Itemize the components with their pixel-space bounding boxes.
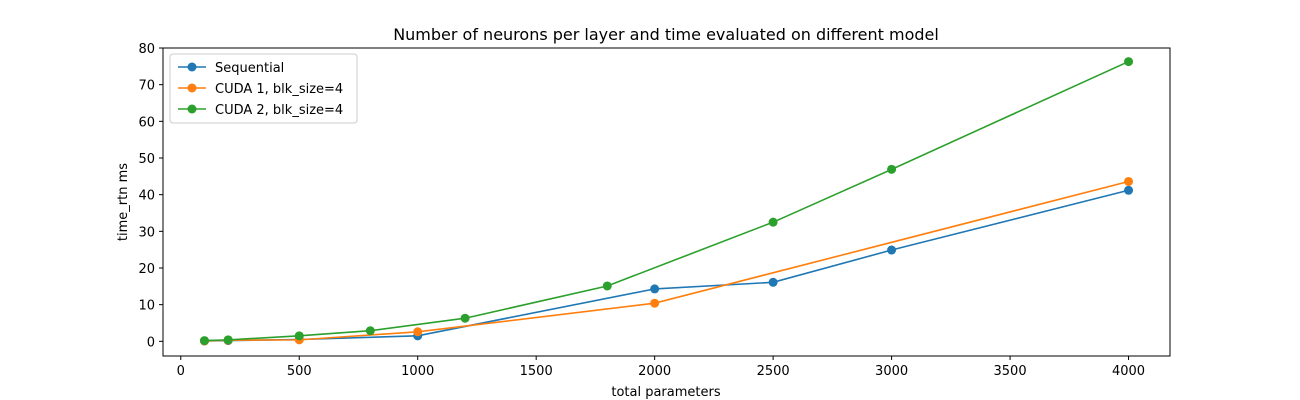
x-tick-label: 1500 [520,364,553,379]
series-2 [199,176,1134,346]
data-point [650,298,660,308]
data-point [887,164,897,174]
x-tick-label: 4000 [1112,364,1145,379]
data-point [294,331,304,341]
series-line [204,180,1129,342]
series-line [204,189,1129,342]
data-point [1124,176,1134,186]
y-tick-label: 40 [138,189,155,204]
legend-frame [169,53,358,124]
x-axis-label: total parameters [611,385,720,400]
data-point [768,217,778,227]
chart-title: Number of neurons per layer and time eva… [393,25,939,44]
x-axis: 0 500 1000 1500 2000 2500 3000 3500 4000 [177,356,1145,379]
y-axis-label: time_rtn ms [116,163,131,241]
x-tick-label: 500 [287,364,312,379]
data-point [1124,185,1134,195]
legend-marker [187,62,197,72]
legend: Sequential CUDA 1, blk_size=4 CUDA 2, blk_… [169,53,358,124]
data-point [650,284,660,294]
series-layer [199,57,1134,346]
x-tick-label: 0 [177,364,185,379]
legend-marker [187,104,197,114]
y-tick-label: 30 [138,225,155,240]
x-tick-label: 1000 [401,364,434,379]
y-tick-label: 80 [138,42,155,57]
data-point [223,335,233,345]
plot-frame [162,47,1171,357]
x-tick-label: 2000 [638,364,671,379]
legend-label: Sequential [215,61,284,76]
data-point [460,313,470,323]
x-tick-label: 2500 [757,364,790,379]
y-tick-label: 20 [138,262,155,277]
data-point [1124,57,1134,67]
data-point [887,245,897,255]
plot-area [162,47,1171,357]
legend-marker [187,83,197,93]
data-point [365,326,375,336]
data-point [602,281,612,291]
y-tick-label: 60 [138,115,155,130]
x-tick-label: 3500 [994,364,1027,379]
y-axis: 0 10 20 30 40 50 60 70 80 [138,42,163,350]
y-tick-label: 0 [147,335,155,350]
y-tick-label: 70 [138,79,155,94]
series-3 [199,57,1134,346]
x-tick-label: 3000 [875,364,908,379]
data-point [768,277,778,287]
series-1 [199,185,1134,346]
y-tick-label: 50 [138,152,155,167]
legend-label: CUDA 2, blk_size=4 [215,103,343,118]
legend-label: CUDA 1, blk_size=4 [215,82,343,97]
data-point [413,327,423,337]
y-tick-label: 10 [138,299,155,314]
data-point [199,336,209,346]
